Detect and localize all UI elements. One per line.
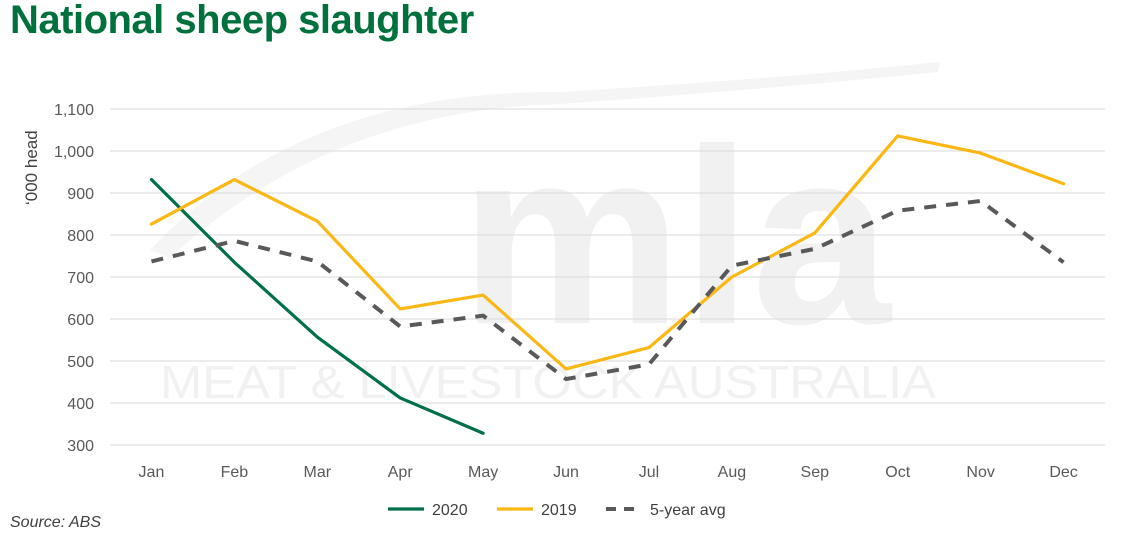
y-tick-label: 900 — [67, 186, 94, 203]
y-tick-label: 1,000 — [54, 144, 94, 161]
x-tick-label: Jan — [139, 464, 165, 481]
x-tick-label: Jun — [553, 464, 579, 481]
x-tick-label: Sep — [801, 464, 830, 481]
y-tick-label: 600 — [67, 312, 94, 329]
y-tick-label: 800 — [67, 228, 94, 245]
series-line-2020 — [149, 177, 485, 435]
chart-title: National sheep slaughter — [10, 0, 474, 42]
x-tick-label: Nov — [966, 464, 994, 481]
gridlines — [110, 108, 1105, 446]
y-tick-label: 1,100 — [54, 102, 94, 119]
y-tick-label: 700 — [67, 270, 94, 287]
legend-label: 2019 — [541, 502, 577, 519]
y-tick-label: 300 — [67, 438, 94, 455]
x-tick-label: Mar — [304, 464, 332, 481]
source-note: Source: ABS — [10, 514, 102, 531]
x-tick-label: May — [468, 464, 498, 481]
x-tick-label: Dec — [1049, 464, 1077, 481]
series-lines — [149, 134, 1066, 435]
watermark: mla MEAT & LIVESTOCK AUSTRALIA — [150, 62, 940, 408]
series-line-2019 — [149, 134, 1066, 371]
legend-label: 5-year avg — [650, 502, 726, 519]
x-tick-label: Feb — [221, 464, 249, 481]
y-tick-label: 400 — [67, 396, 94, 413]
x-tick-label: Jul — [639, 464, 659, 481]
x-axis-tick-labels: Jan Feb Mar Apr May Jun Jul Aug Sep Oct Nov Dec — [139, 464, 1078, 481]
x-tick-label: Oct — [885, 464, 910, 481]
watermark-swoosh — [150, 62, 940, 258]
x-tick-label: Apr — [388, 464, 414, 481]
series-line-5-year-avg — [150, 198, 1065, 382]
legend: 2020 2019 5-year avg — [388, 502, 726, 519]
y-axis-label: ‘000 head — [22, 130, 41, 205]
y-axis-tick-labels: 300 400 500 600 700 800 900 1,000 1,100 — [54, 102, 94, 455]
legend-label: 2020 — [432, 502, 468, 519]
y-tick-label: 500 — [67, 354, 94, 371]
x-tick-label: Aug — [718, 464, 746, 481]
watermark-logo: mla — [460, 97, 893, 376]
